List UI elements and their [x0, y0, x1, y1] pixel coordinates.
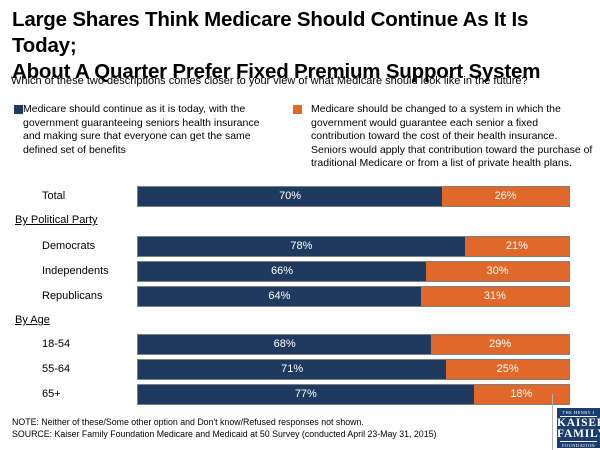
bar: 70% 26% [137, 186, 570, 207]
bar-row: Total 70% 26% [0, 186, 600, 207]
bar: 68% 29% [137, 334, 570, 355]
value-label: 26% [494, 190, 517, 202]
category-label: Total [42, 190, 66, 202]
logo-line-foundation: FOUNDATION [560, 441, 597, 448]
bar-segment-continue: 78% [138, 237, 465, 256]
bar-row: 65+ 77% 18% [0, 384, 600, 405]
category-label: 55-64 [42, 363, 71, 375]
chart-title: Large Shares Think Medicare Should Conti… [12, 8, 541, 83]
bar-segment-continue: 64% [138, 287, 421, 306]
bar-segment-changed: 21% [464, 237, 569, 256]
legend-swatch-navy [14, 105, 23, 114]
value-label: 25% [496, 363, 519, 375]
value-label: 68% [273, 338, 296, 350]
bar-segment-continue: 66% [138, 262, 427, 281]
kff-logo-box: THE HENRY J KAISER FAMILY FOUNDATION [557, 408, 600, 448]
legend-label: Medicare should be changed to a system i… [311, 103, 593, 169]
bar-row: Independents 66% 30% [0, 261, 600, 282]
legend-item-continue: Medicare should continue as it is today,… [14, 103, 268, 157]
section-header-age: By Age [15, 314, 50, 326]
bar: 78% 21% [137, 236, 570, 257]
value-label: 21% [505, 240, 528, 252]
legend-label: Medicare should continue as it is today,… [23, 103, 260, 156]
kff-logo: THE HENRY J KAISER FAMILY FOUNDATION [552, 394, 600, 450]
note-text: NOTE: Neither of these/Some other option… [12, 417, 364, 427]
bar: 71% 25% [137, 359, 570, 380]
bar-segment-changed: 25% [446, 360, 569, 379]
category-label: 65+ [42, 388, 61, 400]
value-label: 29% [489, 338, 512, 350]
logo-line-family: FAMILY [557, 427, 600, 440]
bar-segment-continue: 71% [138, 360, 447, 379]
value-label: 30% [486, 265, 509, 277]
value-label: 70% [279, 190, 302, 202]
value-label: 31% [483, 290, 506, 302]
bar-row: Democrats 78% 21% [0, 236, 600, 257]
bar-row: Republicans 64% 31% [0, 286, 600, 307]
bar: 64% 31% [137, 286, 570, 307]
value-label: 71% [281, 363, 304, 375]
value-label: 78% [290, 240, 313, 252]
bar-row: 18-54 68% 29% [0, 334, 600, 355]
bar-segment-continue: 68% [138, 335, 432, 354]
bar: 77% 18% [137, 384, 570, 405]
logo-line-henry: THE HENRY J [560, 410, 597, 417]
category-label: 18-54 [42, 338, 71, 350]
category-label: Republicans [42, 290, 103, 302]
logo-line-kaiser: KAISER [557, 417, 600, 429]
bar-row: 55-64 71% 25% [0, 359, 600, 380]
bar: 66% 30% [137, 261, 570, 282]
bar-segment-continue: 70% [138, 187, 443, 206]
value-label: 64% [268, 290, 291, 302]
section-header-party: By Political Party [15, 214, 98, 226]
category-label: Democrats [42, 240, 96, 252]
source-text: SOURCE: Kaiser Family Foundation Medicar… [12, 429, 437, 439]
value-label: 18% [510, 388, 533, 400]
legend-swatch-orange [293, 105, 302, 114]
bar-segment-changed: 26% [442, 187, 569, 206]
bar-segment-changed: 18% [473, 385, 569, 404]
bar-segment-continue: 77% [138, 385, 474, 404]
survey-question: Which of these two descriptions comes cl… [11, 75, 528, 87]
value-label: 77% [294, 388, 317, 400]
value-label: 66% [271, 265, 294, 277]
category-label: Independents [42, 265, 109, 277]
bar-segment-changed: 29% [431, 335, 569, 354]
bar-segment-changed: 31% [420, 287, 569, 306]
bar-segment-changed: 30% [426, 262, 569, 281]
legend-item-changed: Medicare should be changed to a system i… [293, 103, 595, 171]
